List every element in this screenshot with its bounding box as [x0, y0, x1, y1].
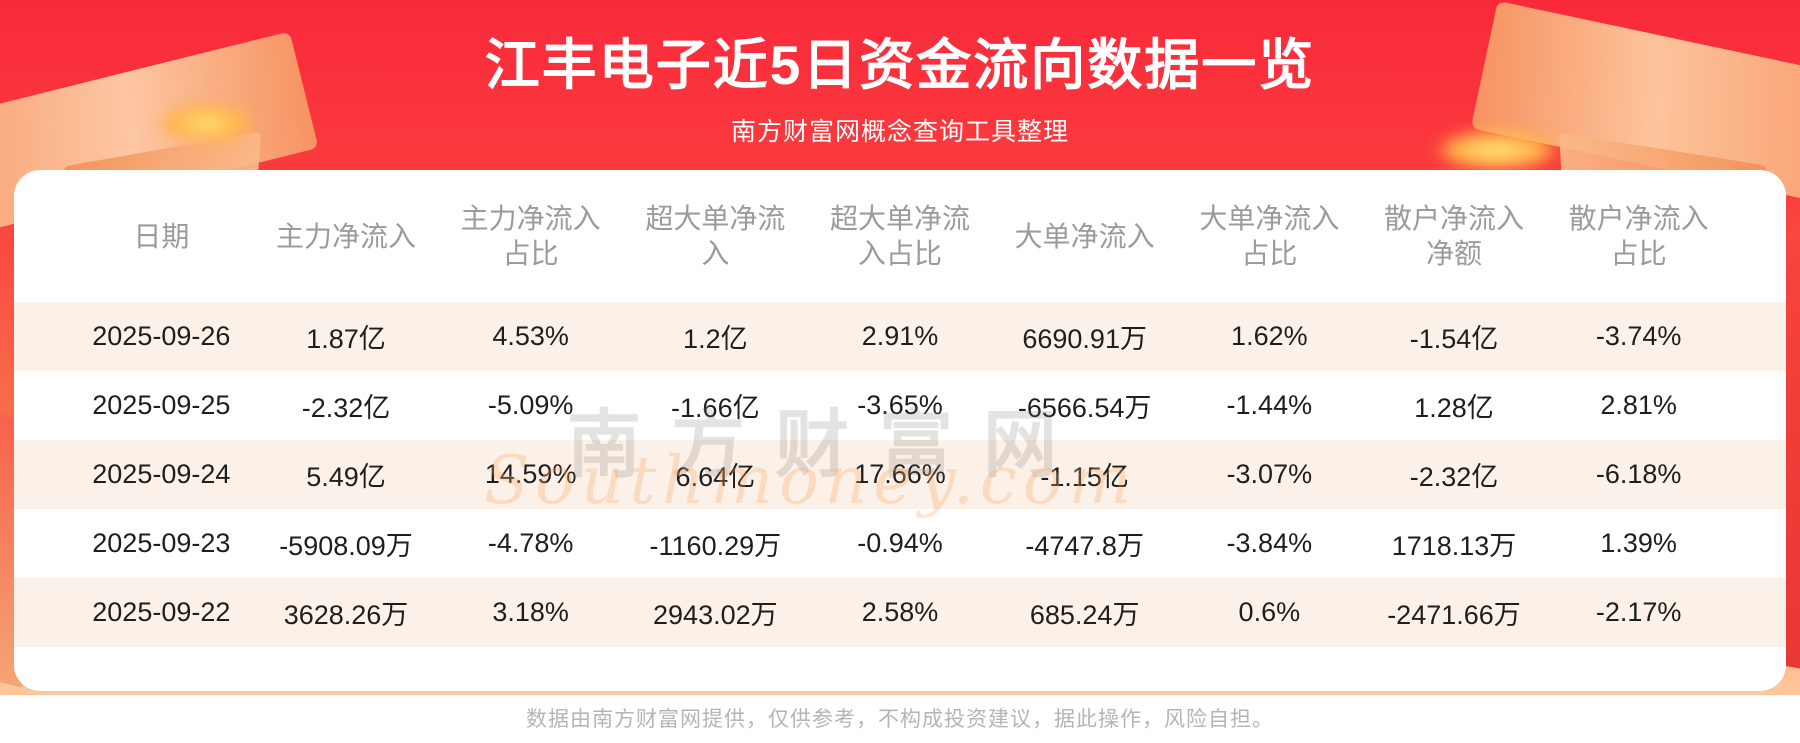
col-date: 日期: [133, 220, 190, 252]
cell-date: 2025-09-23: [92, 528, 231, 558]
table-header-row: 日期 主力净流入 主力净流入占比 超大单净流入 超大单净流入占比 大单净流入 大…: [14, 170, 1786, 302]
table-row: 2025-09-26 1.87亿 4.53% 1.2亿 2.91% 6690.9…: [14, 302, 1786, 371]
cell-large-order-inflow-ratio: -3.84%: [1226, 528, 1313, 558]
cell-large-order-inflow-ratio: -3.07%: [1226, 459, 1313, 489]
col-large-order-inflow-ratio: 大单净流入占比: [1199, 203, 1340, 269]
cell-xl-order-inflow: -1160.29万: [649, 531, 782, 561]
cell-retail-inflow-ratio: -2.17%: [1595, 597, 1682, 627]
cell-large-order-inflow: -1.15亿: [1040, 462, 1129, 492]
col-retail-inflow: 散户净流入净额: [1383, 203, 1524, 269]
cell-date: 2025-09-24: [92, 459, 231, 489]
col-main-inflow-ratio: 主力净流入占比: [460, 203, 601, 269]
cell-retail-inflow-ratio: -3.74%: [1595, 321, 1682, 351]
page-subtitle: 南方财富网概念查询工具整理: [730, 118, 1069, 146]
cell-xl-order-inflow-ratio: 2.91%: [861, 321, 939, 351]
cell-xl-order-inflow-ratio: 17.66%: [854, 459, 946, 489]
cell-main-inflow-ratio: -5.09%: [487, 390, 574, 420]
cell-large-order-inflow: 685.24万: [1029, 600, 1140, 630]
cell-main-inflow-ratio: -4.78%: [487, 528, 574, 558]
cell-main-inflow-ratio: 14.59%: [484, 459, 577, 489]
cell-xl-order-inflow: -1.66亿: [671, 393, 760, 423]
cell-retail-inflow-ratio: 2.81%: [1600, 390, 1677, 420]
cell-large-order-inflow-ratio: 1.62%: [1231, 321, 1308, 351]
cell-retail-inflow: -1.54亿: [1409, 324, 1499, 354]
cell-main-inflow: -5908.09万: [279, 531, 413, 561]
table-row: 2025-09-24 5.49亿 14.59% 6.64亿 17.66% -1.…: [14, 440, 1786, 509]
cell-retail-inflow: 1718.13万: [1391, 531, 1517, 561]
cell-large-order-inflow: -6566.54万: [1017, 393, 1152, 423]
col-large-order-inflow: 大单净流入: [1014, 220, 1155, 252]
cell-main-inflow-ratio: 4.53%: [492, 321, 569, 351]
cell-retail-inflow-ratio: 1.39%: [1600, 528, 1677, 558]
footer-disclaimer: 数据由南方财富网提供，仅供参考，不构成投资建议，据此操作，风险自担。: [526, 708, 1274, 731]
table-row: 2025-09-23 -5908.09万 -4.78% -1160.29万 -0…: [14, 509, 1786, 578]
cell-xl-order-inflow-ratio: -3.65%: [857, 390, 943, 420]
cell-retail-inflow-ratio: -6.18%: [1595, 459, 1682, 489]
cell-large-order-inflow: -4747.8万: [1025, 531, 1144, 561]
banner-background: 江丰电子近5日资金流向数据一览 南方财富网概念查询工具整理 日期 主力净流入 主…: [0, 0, 1800, 695]
table-row: 2025-09-25 -2.32亿 -5.09% -1.66亿 -3.65% -…: [14, 371, 1786, 440]
cell-main-inflow: 1.87亿: [306, 324, 386, 354]
cell-xl-order-inflow: 1.2亿: [683, 324, 748, 354]
col-main-inflow: 主力净流入: [275, 220, 416, 252]
cell-date: 2025-09-22: [92, 597, 231, 627]
cell-retail-inflow: 1.28亿: [1414, 393, 1494, 423]
cell-main-inflow: -2.32亿: [301, 393, 391, 423]
cell-xl-order-inflow-ratio: 2.58%: [861, 597, 939, 627]
table-row: 2025-09-22 3628.26万 3.18% 2943.02万 2.58%…: [14, 578, 1786, 647]
cell-date: 2025-09-25: [92, 390, 231, 420]
cell-main-inflow-ratio: 3.18%: [492, 597, 569, 627]
col-xl-order-inflow-ratio: 超大单净流入占比: [829, 203, 970, 269]
col-retail-inflow-ratio: 散户净流入占比: [1568, 203, 1709, 269]
cell-main-inflow: 3628.26万: [283, 600, 409, 630]
cell-retail-inflow: -2471.66万: [1387, 600, 1521, 630]
cell-xl-order-inflow: 6.64亿: [675, 462, 756, 492]
page-title: 江丰电子近5日资金流向数据一览: [484, 34, 1316, 96]
cell-xl-order-inflow: 2943.02万: [653, 600, 778, 630]
cell-xl-order-inflow-ratio: -0.94%: [857, 528, 943, 558]
cell-retail-inflow: -2.32亿: [1409, 462, 1499, 492]
cell-main-inflow: 5.49亿: [306, 462, 386, 492]
cell-large-order-inflow: 6690.91万: [1022, 324, 1147, 354]
data-table-card: 日期 主力净流入 主力净流入占比 超大单净流入 超大单净流入占比 大单净流入 大…: [14, 170, 1786, 691]
col-xl-order-inflow: 超大单净流入: [645, 203, 786, 269]
cell-large-order-inflow-ratio: 0.6%: [1238, 597, 1301, 627]
cell-date: 2025-09-26: [92, 321, 231, 351]
cell-large-order-inflow-ratio: -1.44%: [1226, 390, 1313, 420]
